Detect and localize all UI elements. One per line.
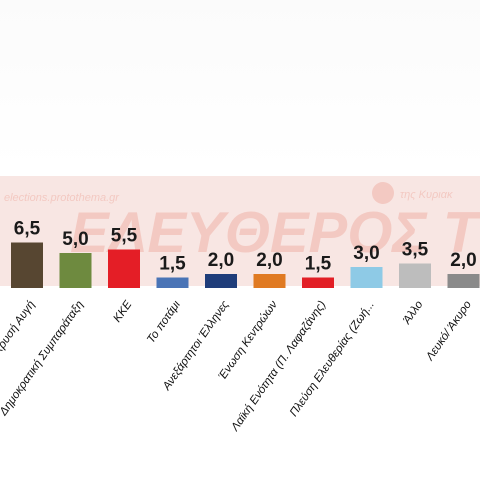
value-label-χρυσή-αυγή: 6,5: [14, 219, 41, 240]
value-label-λευκό-άκυρο: 2,0: [450, 250, 476, 271]
bar-ένωση-κεντρώων: [253, 274, 286, 288]
category-label-δεν-θα-ψη: Δεν θα ψη...: [476, 299, 480, 358]
value-label-ανεξάρτητοι-έλληνες: 2,0: [208, 250, 234, 271]
category-label-πλεύση-ελευθερίας-ζωή: Πλεύση Ελευθερίας (Ζωή...: [288, 299, 377, 419]
watermark-tag: της Κυριακ: [400, 189, 453, 201]
bar-ανεξάρτητοι-έλληνες: [205, 274, 237, 288]
value-label-το-ποτάμι: 1,5: [159, 254, 186, 275]
bars: [11, 242, 480, 288]
value-label-κκε: 5,5: [111, 226, 138, 247]
watermark-url: elections.protothema.gr: [4, 192, 120, 204]
bar-δημοκρατική-συμπαράταξη: [59, 253, 92, 288]
value-labels: 6,5 5,0 5,5 1,5 2,0 2,0 1,5 3,0 3,5 2,0: [14, 219, 477, 275]
bar-λευκό-άκυρο: [447, 274, 480, 288]
bar-χρυσή-αυγή: [11, 242, 43, 288]
category-label-το-ποτάμι: Το ποτάμι: [145, 298, 183, 345]
watermark: elections.protothema.gr της Κυριακ ΕΛΕΥΘ…: [0, 176, 480, 286]
value-label-ένωση-κεντρώων: 2,0: [256, 250, 282, 271]
bar-πλεύση-ελευθερίας-ζωή: [350, 267, 383, 288]
bar-άλλο: [399, 263, 431, 288]
category-label-άλλο: Άλλο: [401, 298, 426, 327]
watermark-logo-icon: [372, 182, 394, 204]
category-label-λευκό-άκυρο: Λευκό/ Άκυρο: [424, 298, 475, 363]
empty-upper-area: [0, 0, 480, 170]
value-label-άλλο: 3,5: [402, 240, 429, 261]
bar-το-ποτάμι: [156, 277, 189, 288]
category-label-λαϊκή-ενότητα-π-λαφαζάνης: Λαϊκή Ενότητα (Π. Λαφαζάνης): [229, 299, 329, 434]
category-label-χρυσή-αυγή: Χρυσή Αυγή: [0, 299, 37, 358]
value-label-δημοκρατική-συμπαράταξη: 5,0: [62, 229, 88, 250]
bar-κκε: [108, 249, 140, 288]
bar-λαϊκή-ενότητα-π-λαφαζάνης: [302, 277, 334, 288]
value-label-λαϊκή-ενότητα-π-λαφαζάνης: 1,5: [305, 254, 332, 275]
value-label-πλεύση-ελευθερίας-ζωή: 3,0: [353, 243, 379, 264]
category-label-κκε: ΚΚΕ: [111, 299, 134, 325]
category-label-δημοκρατική-συμπαράταξη: Δημοκρατική Συμπαράταξη: [0, 299, 86, 419]
